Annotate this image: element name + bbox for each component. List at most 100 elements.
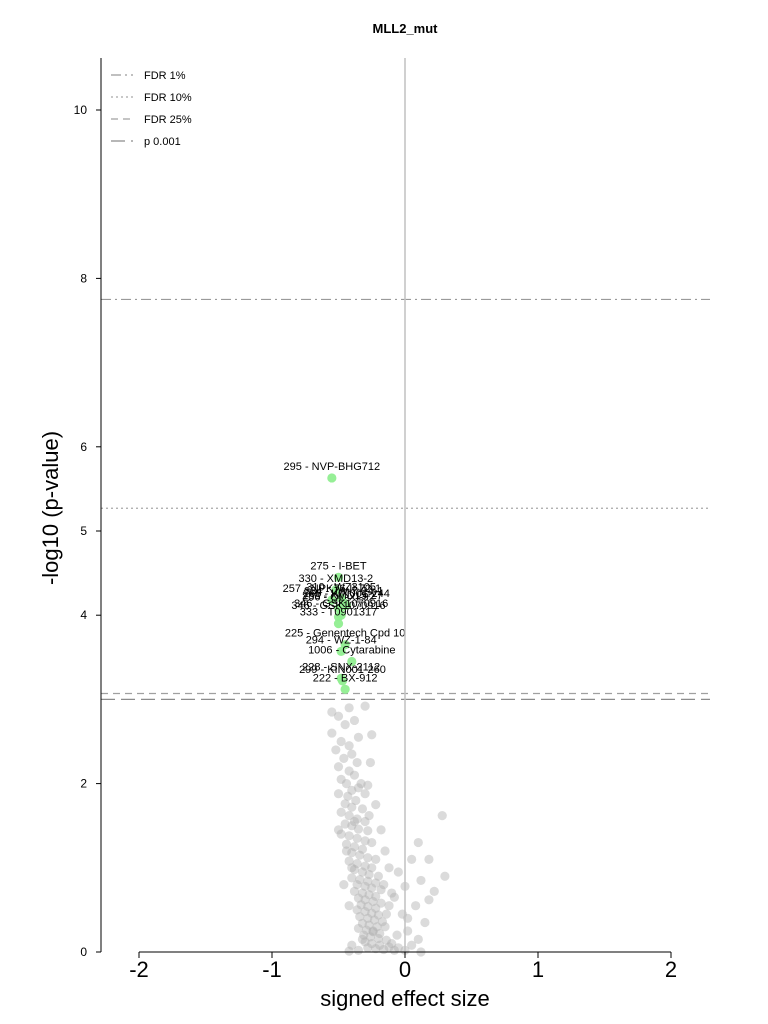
- significant-point: [347, 656, 357, 667]
- significant-point-label: 265 - KIN001-244: [303, 588, 390, 600]
- background-point: [363, 780, 373, 790]
- background-point: [371, 891, 381, 902]
- background-point: [344, 946, 354, 956]
- background-point: [407, 854, 417, 864]
- background-point: [384, 863, 394, 873]
- background-point: [360, 881, 370, 891]
- x-tick-label: -1: [262, 957, 282, 982]
- background-point: [352, 905, 362, 915]
- background-point: [347, 802, 357, 812]
- background-point: [367, 908, 377, 918]
- background-point: [389, 945, 399, 955]
- background-point: [356, 779, 366, 789]
- significant-point-label: 346 - GSK1070916: [291, 600, 385, 612]
- background-point: [367, 730, 377, 740]
- y-tick-label: 2: [80, 777, 87, 791]
- background-point: [381, 935, 391, 945]
- background-point: [336, 736, 346, 747]
- background-point: [341, 779, 352, 789]
- background-point: [344, 703, 354, 713]
- x-tick-label: 1: [532, 957, 544, 982]
- background-point: [373, 871, 383, 881]
- background-point: [416, 875, 426, 886]
- x-tick-label: 2: [665, 957, 677, 982]
- significant-point: [340, 684, 350, 694]
- background-point: [411, 901, 421, 911]
- background-point: [360, 816, 370, 827]
- background-point: [357, 804, 368, 814]
- background-point: [347, 848, 357, 858]
- background-point: [429, 886, 439, 896]
- background-point: [352, 757, 362, 768]
- background-point: [349, 715, 360, 726]
- significant-point-label: 222 - BX-912: [313, 672, 378, 684]
- background-point: [349, 886, 360, 896]
- significant-point-label: 310 - WZ3105: [306, 581, 376, 593]
- background-point: [355, 912, 365, 922]
- significant-point: [333, 572, 344, 582]
- background-point: [384, 901, 394, 911]
- significant-point-label: 333 - T0901317: [300, 607, 377, 619]
- background-point: [363, 901, 373, 912]
- background-point: [347, 821, 357, 831]
- background-point: [384, 942, 394, 952]
- significant-point-label: 294 - WZ-1-84: [306, 634, 377, 646]
- axes: 0 2 4 5 6 8 10 -2 -1 0 1 2: [74, 58, 677, 982]
- background-point: [344, 831, 354, 841]
- background-point: [407, 940, 417, 950]
- background-point: [389, 892, 399, 902]
- background-point: [364, 920, 374, 930]
- background-point: [331, 745, 341, 755]
- background-point: [387, 888, 397, 898]
- background-point: [339, 880, 349, 890]
- background-point: [349, 816, 360, 827]
- background-point: [341, 846, 352, 856]
- background-point: [376, 885, 386, 895]
- background-point: [347, 749, 357, 759]
- significant-point-label: 258 - XMD15-27: [302, 590, 383, 602]
- significant-point: [333, 612, 344, 622]
- background-point: [365, 757, 376, 768]
- background-point: [371, 800, 381, 810]
- background-point: [381, 909, 391, 919]
- background-point: [360, 906, 370, 917]
- background-point: [361, 925, 372, 935]
- background-point: [379, 944, 389, 955]
- background-point: [371, 944, 381, 954]
- background-point: [373, 910, 383, 920]
- background-point: [352, 814, 362, 824]
- background-point: [356, 900, 366, 910]
- background-point: [363, 826, 373, 836]
- significant-point-label: 330 - XMD13-2: [299, 573, 374, 585]
- y-axis-title: -log10 (p-value): [38, 431, 63, 585]
- background-point: [393, 867, 403, 877]
- background-point: [357, 918, 368, 928]
- background-point: [367, 837, 377, 848]
- background-point: [392, 930, 402, 940]
- background-point: [360, 836, 370, 846]
- significant-point: [331, 585, 341, 595]
- background-point: [340, 799, 350, 809]
- y-tick-label: 8: [80, 271, 87, 285]
- legend-label: FDR 1%: [144, 70, 186, 82]
- background-point: [413, 837, 423, 848]
- significant-point-label: 295 - NVP-BHG712: [284, 461, 381, 473]
- significant-points: [327, 473, 357, 694]
- background-point: [349, 842, 360, 852]
- background-point: [368, 926, 378, 936]
- background-point: [353, 824, 364, 834]
- background-point: [340, 720, 350, 730]
- background-point: [371, 903, 381, 913]
- background-point: [336, 774, 346, 784]
- background-point: [333, 789, 344, 799]
- background-point: [364, 869, 374, 880]
- background-point: [440, 871, 450, 881]
- background-point: [357, 888, 368, 898]
- significant-point: [340, 640, 350, 650]
- background-point: [368, 927, 378, 937]
- background-point: [437, 810, 447, 821]
- background-point: [344, 741, 354, 751]
- y-tick-label: 0: [80, 945, 87, 959]
- background-point: [349, 770, 360, 780]
